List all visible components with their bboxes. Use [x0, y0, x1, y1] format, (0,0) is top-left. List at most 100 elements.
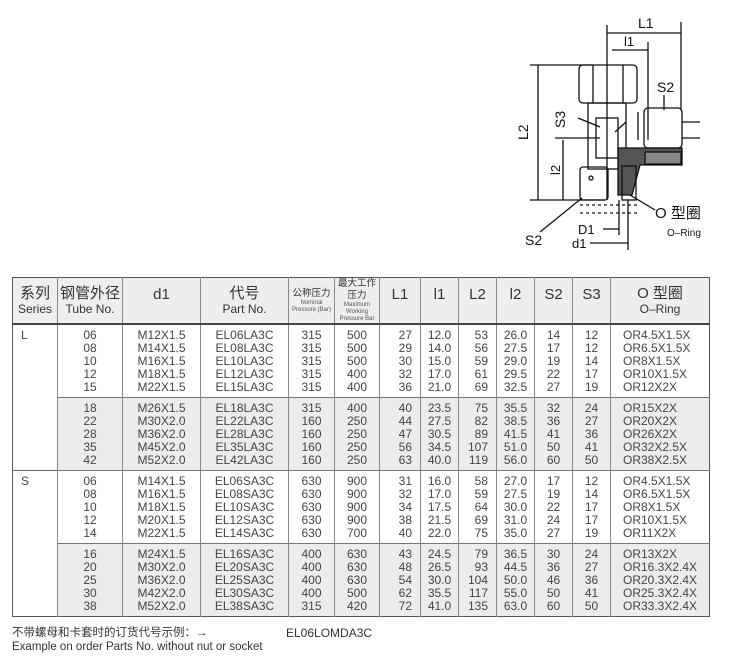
- table-cell: 36: [379, 381, 421, 398]
- table-cell: 17: [534, 470, 573, 488]
- table-cell: 400: [334, 381, 380, 398]
- table-cell: 17: [534, 342, 573, 355]
- table-cell: 16: [57, 543, 123, 561]
- table-cell: 400: [288, 561, 335, 574]
- table-cell: OR12X2X: [610, 381, 710, 398]
- table-cell: 63.0: [496, 600, 535, 617]
- table-cell: 12: [572, 470, 611, 488]
- table-cell: 22: [534, 368, 573, 381]
- table-cell: 10: [57, 501, 123, 514]
- table-cell: 44.5: [496, 561, 535, 574]
- table-cell: 900: [334, 470, 380, 488]
- table-row: 18 M26X1.5 EL18LA3C 315 400 40 23.5 75 35.5 32 24 O…: [13, 397, 710, 415]
- table-cell: OR6.5X1.5X: [610, 488, 710, 501]
- table-cell: 25: [57, 574, 123, 587]
- dim-label-S2-top: S2: [657, 79, 674, 95]
- table-cell: 27.5: [496, 488, 535, 501]
- table-row: 08 M16X1.5 EL08SA3C 630 900 32 17.0 59 27.5 19 14 O…: [13, 488, 710, 501]
- table-cell: 69: [458, 514, 497, 527]
- table-cell: 630: [288, 488, 335, 501]
- table-cell: OR6.5X1.5X: [610, 342, 710, 355]
- table-cell: M20X1.5: [122, 514, 201, 527]
- dim-label-L2: L2: [515, 124, 531, 140]
- table-cell: 72: [379, 600, 421, 617]
- table-cell: 18: [57, 397, 123, 415]
- table-cell: 06: [57, 470, 123, 488]
- table-cell: EL42LA3C: [200, 454, 289, 471]
- table-cell: 19: [534, 488, 573, 501]
- table-cell: 104: [458, 574, 497, 587]
- table-cell: OR8X1.5X: [610, 501, 710, 514]
- table-cell: 40: [379, 527, 421, 544]
- table-cell: 250: [334, 428, 380, 441]
- table-cell: 12: [572, 342, 611, 355]
- dim-label-l2: l2: [548, 165, 563, 175]
- table-cell: M42X2.0: [122, 587, 201, 600]
- table-cell: EL06SA3C: [200, 470, 289, 488]
- header-oring: O 型圈 O–Ring: [610, 277, 710, 325]
- table-cell: EL38SA3C: [200, 600, 289, 617]
- table-cell: 62: [379, 587, 421, 600]
- table-cell: 12: [57, 514, 123, 527]
- table-cell: 19: [572, 381, 611, 398]
- table-cell: 630: [288, 470, 335, 488]
- table-cell: 160: [288, 441, 335, 454]
- table-cell: EL22LA3C: [200, 415, 289, 428]
- table-cell: 38: [57, 600, 123, 617]
- table-cell: 14: [57, 527, 123, 544]
- header-S2: S2: [534, 277, 573, 325]
- table-cell: EL30SA3C: [200, 587, 289, 600]
- table-cell: 06: [57, 323, 123, 342]
- table-cell: 41: [572, 587, 611, 600]
- oring-label-en: O–Ring: [667, 228, 701, 239]
- table-cell: 630: [334, 543, 380, 561]
- table-cell: 59: [458, 488, 497, 501]
- dim-label-D1: D1: [578, 222, 595, 237]
- table-cell: 27.5: [496, 342, 535, 355]
- table-cell: 30: [534, 543, 573, 561]
- table-cell: M24X1.5: [122, 543, 201, 561]
- table-cell: M45X2.0: [122, 441, 201, 454]
- dim-label-d1: d1: [572, 236, 586, 251]
- dim-label-l1: l1: [624, 34, 634, 49]
- table-cell: 400: [334, 397, 380, 415]
- table-cell: 160: [288, 415, 335, 428]
- table-cell: 82: [458, 415, 497, 428]
- table-cell: 12: [572, 323, 611, 342]
- table-cell: OR26X2X: [610, 428, 710, 441]
- table-cell: 47: [379, 428, 421, 441]
- table-cell: EL10SA3C: [200, 501, 289, 514]
- header-l2: l2: [496, 277, 535, 325]
- table-cell: OR33.3X2.4X: [610, 600, 710, 617]
- table-cell: 36: [534, 561, 573, 574]
- header-row: 系列 Series 钢管外径 Tube No. d1 代号 Part No. 公称压力…: [12, 277, 710, 325]
- table-cell: 900: [334, 488, 380, 501]
- series-label: S: [12, 470, 58, 617]
- header-part-no: 代号 Part No.: [200, 277, 289, 325]
- table-cell: 17.5: [420, 501, 459, 514]
- table-cell: 24: [572, 543, 611, 561]
- table-cell: 17: [572, 514, 611, 527]
- table-cell: 15.0: [420, 355, 459, 368]
- table-cell: 51.0: [496, 441, 535, 454]
- table-cell: 17.0: [420, 488, 459, 501]
- table-cell: OR20X2X: [610, 415, 710, 428]
- table-cell: 31.0: [496, 514, 535, 527]
- table-cell: M30X2.0: [122, 415, 201, 428]
- table-row: 38 M52X2.0 EL38SA3C 315 420 72 41.0 135 63.0 60 50…: [13, 600, 710, 617]
- table-cell: 43: [379, 543, 421, 561]
- table-cell: 315: [288, 355, 335, 368]
- table-cell: 08: [57, 488, 123, 501]
- table-cell: 34.5: [420, 441, 459, 454]
- table-cell: OR11X2X: [610, 527, 710, 544]
- table-cell: 08: [57, 342, 123, 355]
- table-cell: M22X1.5: [122, 381, 201, 398]
- table-cell: 17: [572, 368, 611, 381]
- dim-label-L1: L1: [638, 15, 654, 31]
- table-cell: 53: [458, 323, 497, 342]
- table-cell: M52X2.0: [122, 454, 201, 471]
- table-cell: 26.5: [420, 561, 459, 574]
- table-cell: 24: [534, 514, 573, 527]
- table-cell: OR13X2X: [610, 543, 710, 561]
- table-cell: 29.5: [496, 368, 535, 381]
